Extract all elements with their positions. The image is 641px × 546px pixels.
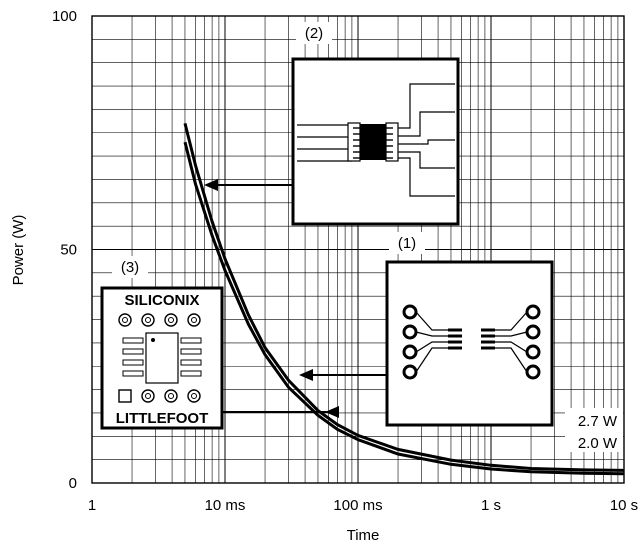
- pcb-via: [525, 304, 541, 320]
- pcb-via: [525, 324, 541, 340]
- label-2: (2): [305, 25, 323, 42]
- x-tick-label: 10 s: [610, 497, 638, 514]
- x-tick-labels: 1 10 ms 100 ms 1 s 10 s: [88, 497, 638, 514]
- x-axis-title: Time: [347, 527, 380, 544]
- footprint-chip: [145, 332, 179, 384]
- footprint-via-hole: [145, 393, 151, 399]
- x-tick-label: 100 ms: [333, 497, 382, 514]
- brand-top: SILICONIX: [124, 292, 199, 309]
- annotation-layer: 2.7 W 2.0 W (2) (1) (3) SILICONIX LITTLEFOOT: [100, 22, 623, 452]
- label-3: (3): [121, 259, 139, 276]
- pcb-via: [402, 344, 418, 360]
- y-tick-label: 50: [60, 242, 77, 259]
- trace: [398, 157, 455, 197]
- footprint-via-hole: [145, 317, 151, 323]
- arrow-1: [299, 369, 387, 381]
- footprint-pad: [122, 337, 144, 344]
- footprint-pad: [122, 359, 144, 366]
- arrow-head: [325, 406, 339, 418]
- trace: [398, 139, 455, 145]
- pcb-via: [402, 304, 418, 320]
- series-layer: [183, 123, 625, 476]
- level-label-backdrop: [565, 408, 623, 452]
- chip-body: [360, 124, 386, 160]
- footprint-pad: [180, 359, 202, 366]
- footprint-square-pad: [118, 389, 132, 403]
- footprint-pad: [180, 348, 202, 355]
- series-line-1: [183, 123, 625, 472]
- trace: [398, 111, 455, 137]
- x-tick-label: 10 ms: [205, 497, 246, 514]
- level-label-high: 2.7 W: [578, 413, 618, 430]
- pcb-layout-2: [291, 57, 460, 226]
- arrow-head: [204, 179, 218, 191]
- arrow-head: [299, 369, 313, 381]
- footprint-pad: [122, 370, 144, 377]
- y-axis-title: Power (W): [10, 215, 27, 286]
- label-3-backdrop: [112, 256, 148, 278]
- footprint-via-hole: [191, 317, 197, 323]
- footprint-via-hole: [122, 317, 128, 323]
- pcb-via: [402, 324, 418, 340]
- trace: [398, 83, 455, 129]
- y-tick-label: 100: [52, 8, 77, 25]
- y-tick-label: 0: [69, 475, 77, 492]
- arrow-3-base: [222, 406, 339, 418]
- pcb-via: [525, 344, 541, 360]
- label-1-backdrop: [389, 232, 425, 254]
- footprint-pad: [180, 337, 202, 344]
- pcb-1-border: [385, 260, 554, 427]
- x-tick-label: 1 s: [481, 497, 501, 514]
- brand-bottom: LITTLEFOOT: [116, 410, 208, 427]
- plot-frame: [91, 15, 625, 484]
- level-label-low: 2.0 W: [578, 435, 618, 452]
- label-1: (1): [398, 235, 416, 252]
- footprint-pad: [122, 348, 144, 355]
- series-line-2: [183, 141, 625, 476]
- footprint-pin1-dot: [151, 338, 155, 342]
- footprint-via-hole: [168, 393, 174, 399]
- y-tick-labels: 0 50 100: [52, 8, 77, 492]
- footprint-via-hole: [168, 317, 174, 323]
- pcb-via: [402, 364, 418, 380]
- pcb-via: [525, 364, 541, 380]
- x-tick-label: 1: [88, 497, 96, 514]
- pcb-layout-1: [385, 260, 554, 427]
- plot-border: [91, 15, 625, 484]
- footprint-via-hole: [191, 393, 197, 399]
- arrow-2: [204, 179, 293, 191]
- trace: [398, 151, 455, 169]
- label-2-backdrop: [296, 22, 332, 44]
- footprint-pad: [180, 370, 202, 377]
- littlefoot-footprint: [100, 286, 224, 430]
